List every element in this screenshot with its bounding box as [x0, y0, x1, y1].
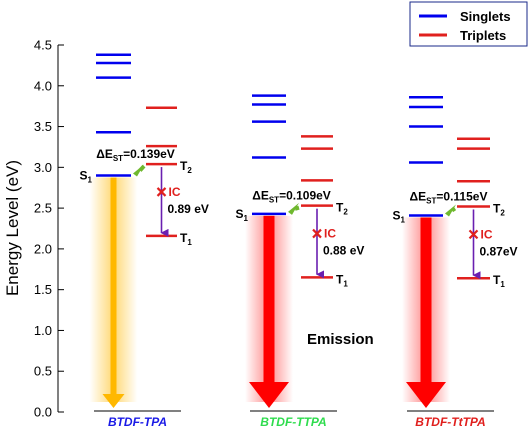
emission-arrow-head	[102, 394, 125, 408]
label-s1: S1	[393, 208, 406, 224]
legend: Singlets Triplets	[409, 1, 528, 47]
ic-label: IC	[169, 185, 181, 199]
molecule-labels: BTDF-TPA BTDF-TTPA BTDF-TtTPA	[94, 410, 494, 429]
energy-levels	[96, 53, 490, 280]
emission-arrow-shaft	[110, 177, 117, 394]
y-tick-label: 0.5	[34, 364, 52, 379]
ic-cross-icon	[312, 228, 322, 239]
ic-energy-label: 0.89 eV	[168, 202, 209, 216]
ic-cross-stroke	[156, 187, 167, 197]
y-tick-label: 3.0	[34, 160, 52, 175]
y-tick-label: 0.0	[34, 405, 52, 420]
label-t2: T2	[180, 159, 192, 175]
label-t1: T1	[493, 273, 505, 289]
y-tick-label: 2.0	[34, 241, 52, 256]
legend-box	[409, 1, 528, 47]
ic-energy-label: 0.88 eV	[323, 244, 364, 258]
delta-est-label: ΔEST=0.139eV	[96, 147, 175, 163]
emission-arrow-head	[406, 382, 446, 408]
emission-arrow-shaft	[420, 217, 432, 382]
y-tick-label: 4.0	[34, 78, 52, 93]
emission-arrow-shaft	[263, 215, 275, 382]
label-t2: T2	[493, 201, 505, 217]
y-tick-label: 3.5	[34, 119, 52, 134]
legend-label-triplets: Triplets	[460, 28, 506, 43]
emission-arrow-head	[249, 382, 289, 408]
molecule-name: BTDF-TtTPA	[415, 415, 485, 429]
risc-arrow-head	[445, 204, 456, 217]
molecule-name: BTDF-TTPA	[260, 415, 326, 429]
y-tick-label: 1.5	[34, 282, 52, 297]
legend-label-singlets: Singlets	[460, 9, 511, 24]
y-axis-label: Energy Level (eV)	[3, 160, 22, 296]
label-t1: T1	[180, 231, 192, 247]
risc-arrow-head	[288, 202, 299, 215]
y-tick-label: 4.5	[34, 38, 52, 53]
y-ticks: 0.0 0.5 1.0 1.5 2.0 2.5 3.0 3.5 4.0 4.5	[34, 38, 64, 420]
delta-est-label: ΔEST=0.109eV	[252, 189, 331, 205]
ic-cross-icon	[156, 187, 167, 197]
ic-energy-label: 0.87eV	[480, 244, 518, 258]
risc-arrow-shaft	[294, 205, 300, 211]
emission-label: Emission	[307, 331, 374, 348]
ic-cross-icon	[468, 229, 479, 240]
risc-arrow-head	[133, 164, 144, 177]
delta-est-label: ΔEST=0.115eV	[410, 189, 488, 205]
ic-label: IC	[481, 227, 493, 241]
ic-cross-stroke	[312, 228, 322, 239]
annotations: S1 T2 T1 ΔEST=0.139eV IC 0.89 eV S1 T2 T1 ΔEST=0.…	[80, 147, 518, 289]
label-s1: S1	[236, 207, 249, 223]
label-t1: T1	[336, 272, 348, 288]
y-tick-label: 1.0	[34, 323, 52, 338]
label-t2: T2	[336, 201, 348, 217]
ic-label: IC	[324, 227, 336, 241]
y-tick-label: 2.5	[34, 201, 52, 216]
emission-arrows	[89, 177, 450, 408]
molecule-name: BTDF-TPA	[108, 415, 167, 429]
label-s1: S1	[80, 168, 93, 184]
ic-cross-stroke	[468, 229, 479, 240]
